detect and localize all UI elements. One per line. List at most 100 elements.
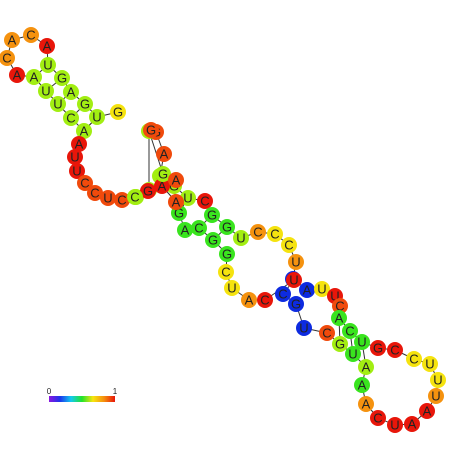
nucleotide-circle (76, 123, 92, 139)
nucleotide-base: A (358, 378, 367, 393)
nucleotide: U (430, 372, 446, 388)
nucleotide: C (387, 342, 403, 358)
nucleotide-circle (296, 320, 312, 336)
nucleotide-circle (54, 70, 70, 86)
nucleotide-base: U (433, 373, 442, 388)
nucleotide-base: G (174, 206, 184, 221)
nucleotide: C (191, 220, 207, 236)
nucleotide-circle (288, 254, 304, 270)
nucleotide-circle (38, 83, 54, 99)
nucleotide-circle (168, 194, 184, 210)
nucleotide-base: U (357, 335, 366, 350)
nucleotide: U (296, 320, 312, 336)
nucleotide-circle (281, 237, 297, 253)
nucleotide-circle (267, 226, 283, 242)
nucleotide-base: U (53, 97, 62, 112)
nucleotide-circle (77, 175, 93, 191)
nucleotide: G (143, 122, 159, 138)
scale-max-label: 1 (113, 387, 118, 396)
nucleotide: U (345, 346, 361, 362)
nucleotide-base: G (80, 97, 90, 112)
nucleotide-circle (345, 346, 361, 362)
nucleotide-circle (154, 178, 170, 194)
nucleotide-circle (358, 396, 374, 412)
nucleotide-circle (40, 57, 56, 73)
nucleotide: A (39, 38, 55, 54)
nucleotide: U (428, 388, 444, 404)
nucleotide-circle (404, 416, 420, 432)
nucleotide-base: C (26, 28, 35, 43)
nucleotide-circle (87, 185, 103, 201)
nucleotide-circle (387, 417, 403, 433)
nucleotide-base: A (75, 137, 84, 152)
nucleotide-circle (143, 122, 159, 138)
nucleotide-circle (314, 281, 330, 297)
nucleotide-base: A (362, 397, 371, 412)
scale-min-label: 0 (47, 387, 52, 396)
nucleotide-base: U (348, 347, 357, 362)
nucleotide: G (332, 336, 348, 352)
nucleotide: C (218, 264, 234, 280)
nucleotide-circle (39, 38, 55, 54)
nucleotide-circle (197, 193, 213, 209)
nucleotide-base: U (183, 191, 192, 206)
nucleotide: U (354, 334, 370, 350)
nucleotide: G (110, 104, 126, 120)
nucleotide-circle (156, 146, 172, 162)
nucleotide-base: G (291, 297, 301, 312)
nucleotide: A (168, 172, 184, 188)
nucleotide-circle (71, 136, 87, 152)
nucleotide: G (219, 246, 235, 262)
nucleotide-circle (370, 340, 386, 356)
nucleotide-circle (430, 372, 446, 388)
nucleotide-base: C (278, 287, 287, 302)
nucleotide: A (404, 416, 420, 432)
nucleotide-base: C (284, 238, 293, 253)
nucleotide-base: U (431, 389, 440, 404)
nucleotide: C (370, 410, 386, 426)
nucleotide: U (387, 417, 403, 433)
nucleotide: A (358, 359, 374, 375)
nucleotide-base: C (390, 343, 399, 358)
nucleotide-base: A (335, 311, 344, 326)
nucleotide-base: U (43, 58, 52, 73)
nucleotide: A (76, 123, 92, 139)
nucleotide-circle (233, 230, 249, 246)
nucleotide: A (26, 69, 42, 85)
nucleotide-base: G (146, 123, 156, 138)
nucleotide-base: C (80, 176, 89, 191)
nucleotide: C (332, 298, 348, 314)
nucleotide-layer: ACAUGAGUGACUUAACAUUCCUCGGGACGUCGGUCCCUUA… (0, 27, 446, 433)
nucleotide: G (140, 183, 156, 199)
nucleotide-circle (69, 163, 85, 179)
nucleotide-base: U (390, 418, 399, 433)
nucleotide-base: U (103, 191, 112, 206)
nucleotide-base: G (373, 341, 383, 356)
nucleotide-base: U (72, 164, 81, 179)
nucleotide-circle (354, 377, 370, 393)
nucleotide-base: A (43, 39, 52, 54)
nucleotide-circle (342, 323, 358, 339)
nucleotide-base: G (335, 337, 345, 352)
nucleotide: G (155, 166, 171, 182)
nucleotide-base: A (30, 70, 39, 85)
nucleotide-circle (155, 166, 171, 182)
nucleotide-base: C (130, 190, 139, 205)
nucleotide-circle (26, 69, 42, 85)
nucleotide: U (89, 109, 105, 125)
nucleotide: U (50, 96, 66, 112)
nucleotide: A (154, 178, 170, 194)
nucleotide-base: C (345, 324, 354, 339)
nucleotide-circle (286, 272, 302, 288)
nucleotide-base: A (13, 68, 22, 83)
nucleotide-base: C (194, 221, 203, 236)
nucleotide-circle (50, 96, 66, 112)
nucleotide: U (100, 190, 116, 206)
nucleotide-base: C (373, 411, 382, 426)
nucleotide-base: A (158, 179, 167, 194)
nucleotide-base: C (117, 193, 126, 208)
nucleotide-base: C (200, 194, 209, 209)
nucleotide-base: A (172, 195, 181, 210)
nucleotide-circle (205, 232, 221, 248)
nucleotide: U (314, 281, 330, 297)
